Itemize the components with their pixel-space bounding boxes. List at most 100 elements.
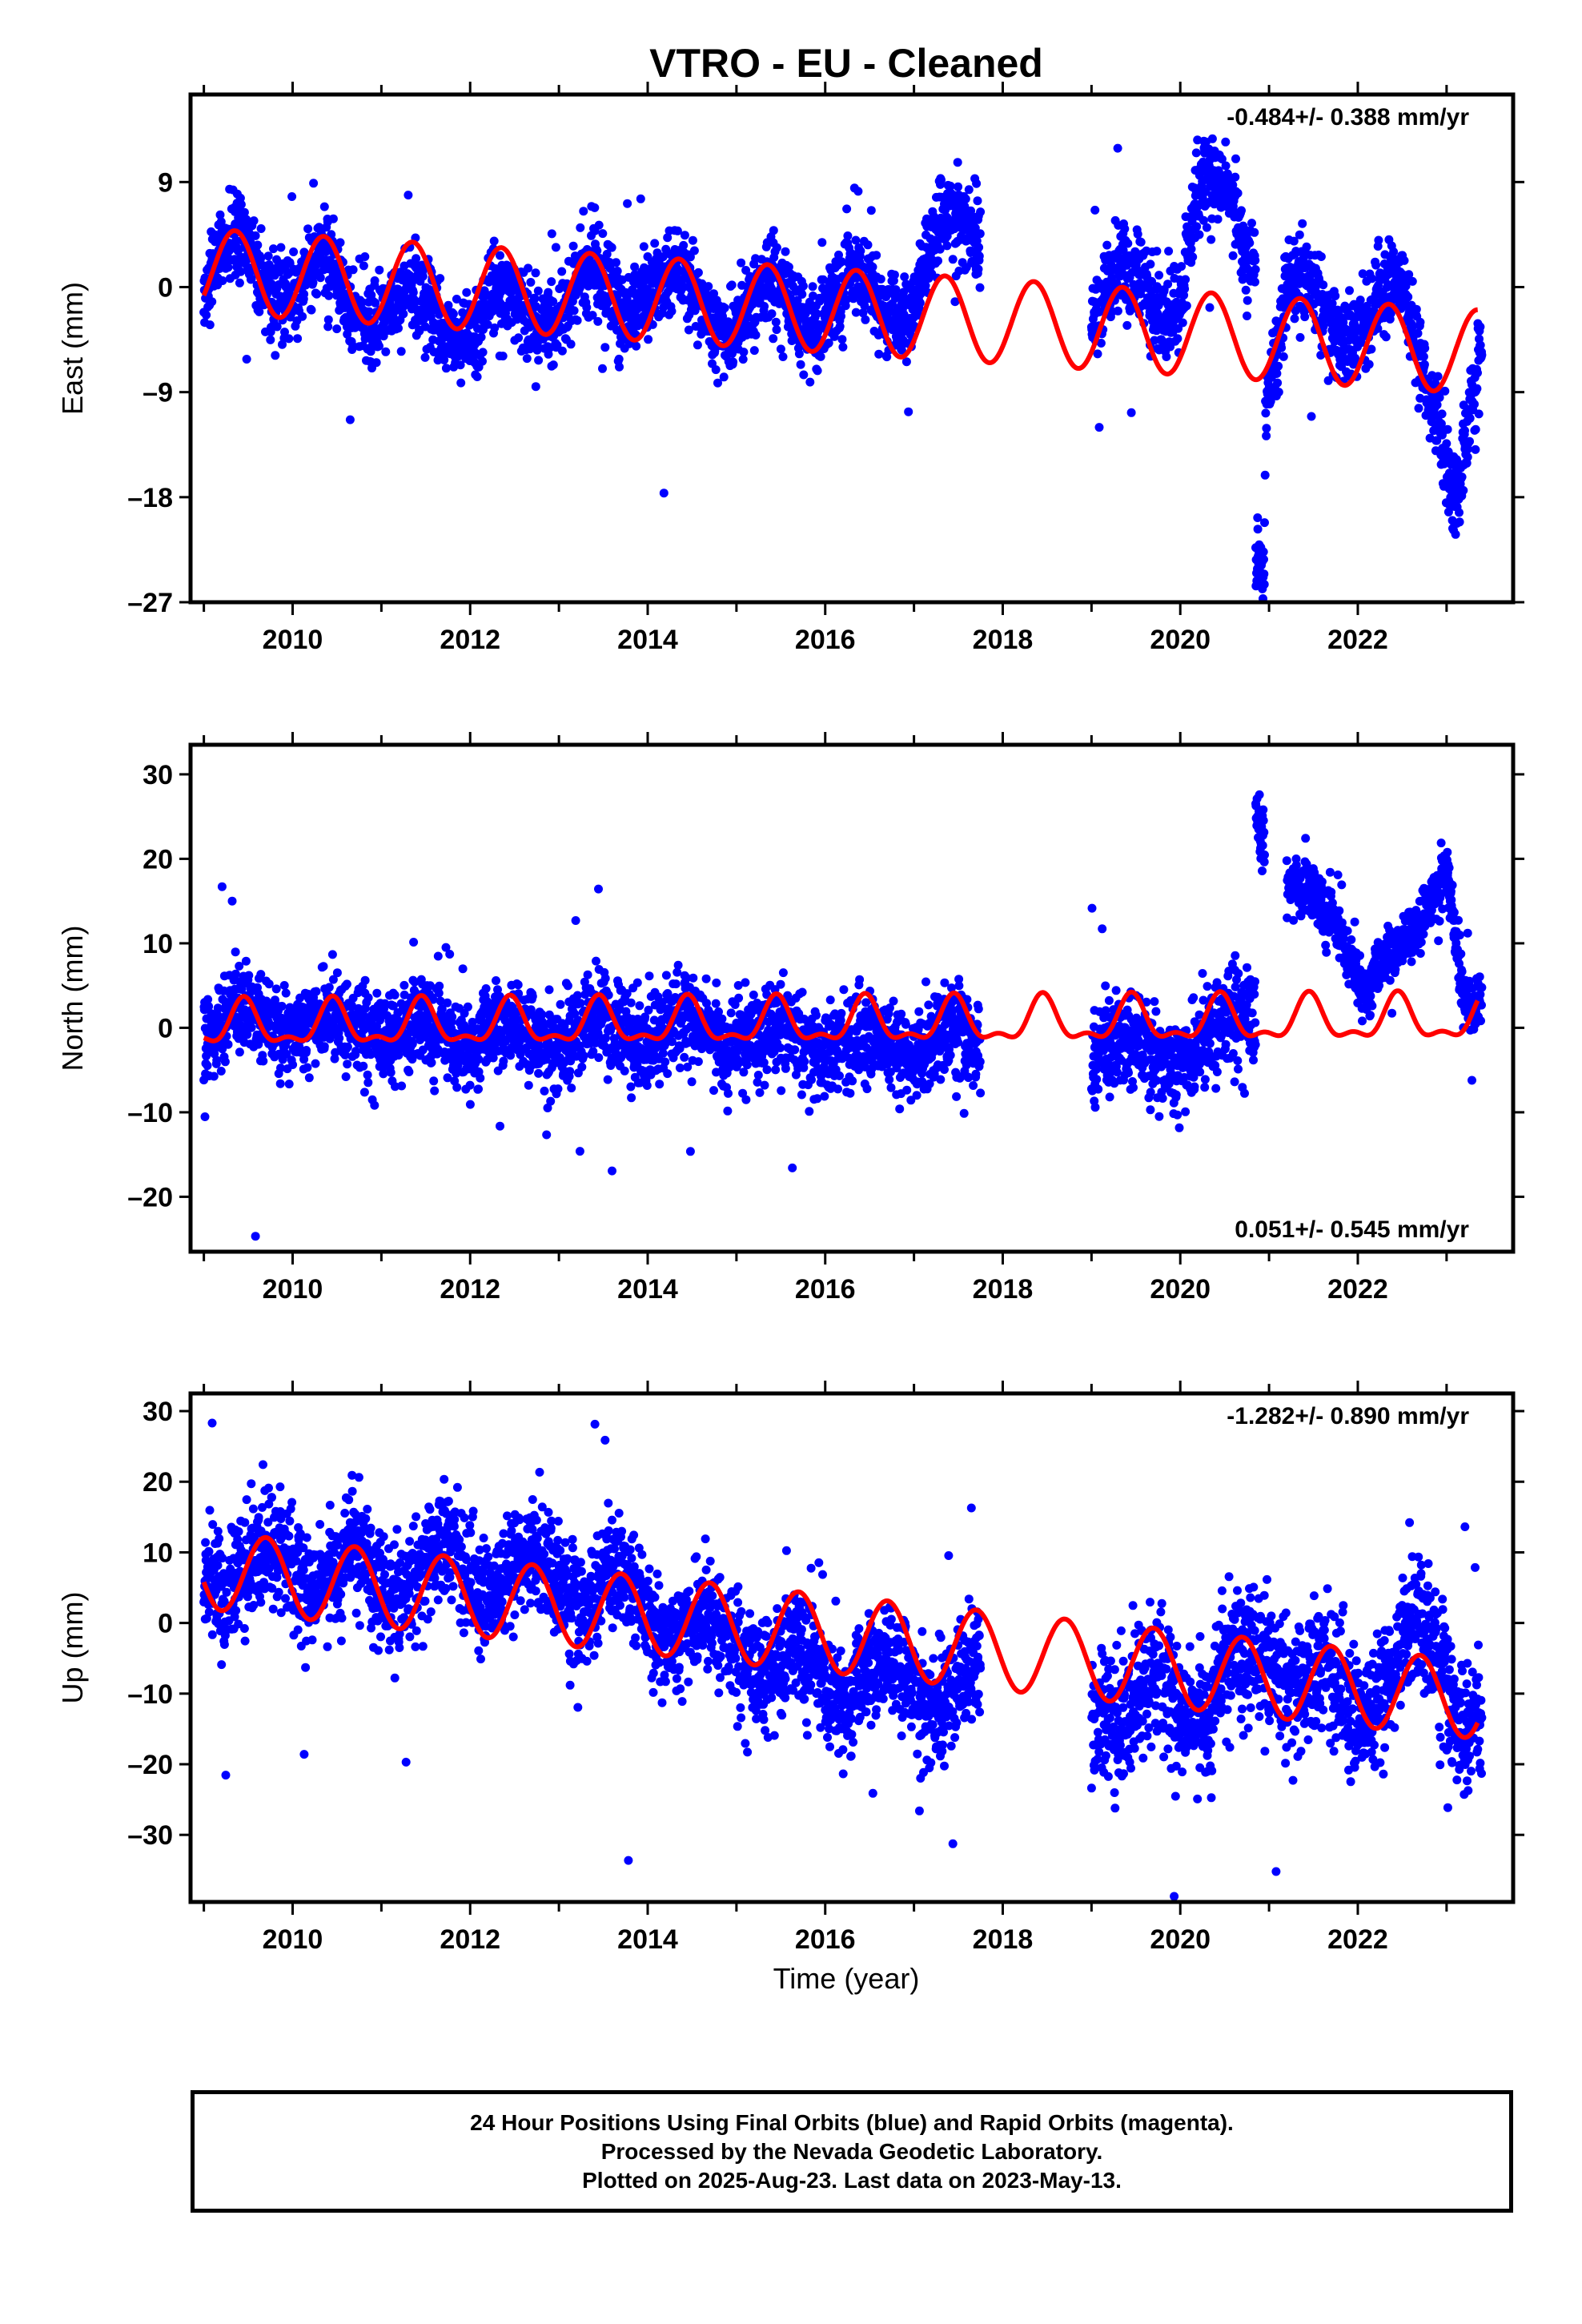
data-point [304, 1073, 314, 1083]
data-point [729, 357, 738, 367]
data-point [972, 179, 982, 188]
data-point [235, 1047, 244, 1057]
data-point [1471, 444, 1480, 454]
data-point [1356, 338, 1366, 348]
data-point [209, 1072, 219, 1081]
data-point [679, 240, 689, 250]
data-point [1126, 408, 1136, 417]
data-point [863, 240, 873, 250]
data-point [897, 345, 906, 355]
data-point [784, 262, 793, 271]
data-point [372, 988, 382, 998]
data-point [472, 372, 482, 381]
data-point [1302, 242, 1311, 251]
data-point [667, 307, 677, 316]
data-point [478, 356, 487, 366]
data-point [524, 1080, 533, 1090]
data-point [409, 300, 419, 309]
data-point [557, 346, 567, 356]
data-point [363, 1078, 373, 1088]
data-point [247, 275, 256, 283]
data-point [390, 991, 400, 999]
data-point [288, 1060, 298, 1069]
data-point [255, 307, 264, 316]
data-point [636, 194, 645, 203]
data-point [973, 196, 982, 206]
data-point [544, 349, 553, 359]
data-point [272, 322, 282, 332]
data-point [1094, 423, 1104, 432]
data-point [1474, 409, 1484, 419]
plot-frame [188, 92, 1516, 605]
data-point [257, 77, 266, 86]
data-point [359, 1088, 369, 1097]
data-point [1381, 332, 1391, 342]
data-point [771, 317, 781, 327]
data-point [934, 256, 942, 266]
data-point [370, 1100, 379, 1110]
data-point [837, 257, 846, 267]
data-point [345, 415, 355, 424]
data-point [332, 324, 342, 334]
data-point [861, 315, 870, 324]
data-point [1266, 396, 1275, 406]
data-point [1470, 400, 1479, 409]
x-tick-label: 2010 [263, 625, 323, 655]
data-point [241, 956, 251, 966]
data-point [427, 1058, 436, 1068]
data-point [1199, 215, 1208, 225]
data-point [375, 341, 383, 351]
data-point [719, 372, 729, 382]
data-point [287, 192, 297, 201]
data-point [216, 1067, 226, 1076]
data-point [689, 246, 699, 255]
data-point [1459, 485, 1468, 495]
data-point [524, 263, 533, 273]
data-point [205, 320, 215, 330]
data-point [1358, 269, 1367, 279]
data-point [1113, 306, 1122, 316]
data-point [1274, 388, 1283, 397]
data-point [1419, 360, 1429, 369]
data-point [1207, 134, 1217, 143]
data-point [1221, 161, 1231, 171]
data-point [548, 297, 558, 307]
data-point [526, 278, 536, 287]
data-point [769, 334, 778, 344]
data-point [1233, 188, 1243, 198]
data-point [1123, 239, 1133, 248]
data-point [818, 275, 828, 284]
data-point [277, 1002, 287, 1011]
data-point [612, 258, 620, 267]
data-point [1237, 206, 1246, 215]
data-point [964, 185, 974, 195]
x-tick-label: 2012 [440, 625, 500, 655]
data-point [1221, 137, 1231, 147]
data-point [1465, 436, 1474, 446]
data-point [551, 243, 560, 252]
data-point [281, 988, 291, 998]
data-point [853, 187, 863, 196]
data-point [303, 224, 313, 234]
data-point [309, 179, 319, 188]
data-point [522, 354, 532, 364]
x-tick-label: 2018 [973, 625, 1034, 655]
data-point [946, 181, 955, 191]
data-point [1251, 255, 1260, 265]
data-point [289, 247, 299, 256]
data-point [1231, 172, 1240, 182]
data-point [744, 312, 753, 322]
data-point [399, 309, 408, 319]
data-point [805, 377, 815, 387]
data-point [593, 316, 603, 326]
data-point [1471, 424, 1480, 434]
data-point [531, 268, 540, 278]
data-point [1403, 292, 1413, 302]
data-point [360, 975, 370, 985]
data-point [436, 274, 445, 283]
data-point [462, 287, 472, 297]
data-point [1383, 259, 1393, 269]
data-point [441, 364, 451, 373]
data-point [397, 1081, 407, 1091]
